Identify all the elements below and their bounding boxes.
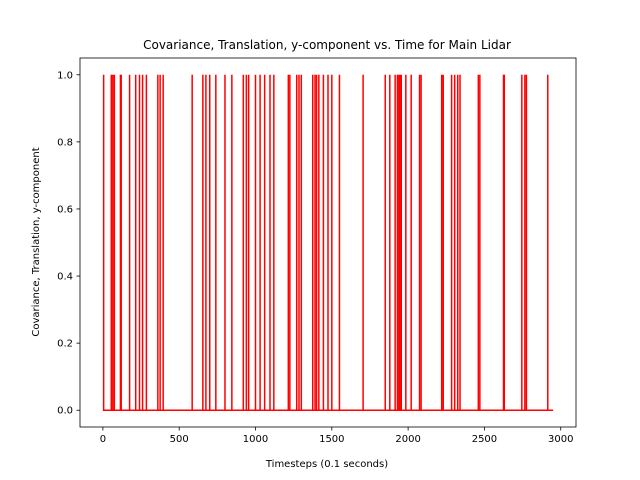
series-0 (102, 74, 554, 411)
x-ticks: 0 500 1000 1500 2000 2500 3000 (100, 427, 573, 445)
x-tick-label: 1500 (319, 434, 344, 445)
y-ticks: 0.0 0.2 0.4 0.6 0.8 1.0 (57, 70, 80, 417)
y-tick-label: 0.4 (57, 272, 73, 283)
series-layer (102, 74, 554, 411)
chart-title: Covariance, Translation, y-component vs.… (143, 38, 511, 52)
x-axis-label: Timesteps (0.1 seconds) (265, 459, 388, 470)
y-tick-label: 1.0 (57, 70, 73, 81)
x-tick-label: 0 (100, 434, 106, 445)
y-tick-label: 0.8 (57, 137, 73, 148)
y-axis-label: Covariance, Translation, y-component (31, 147, 42, 336)
x-tick-label: 2000 (395, 434, 420, 445)
y-tick-label: 0.6 (57, 204, 73, 215)
plot-frame (79, 57, 577, 428)
x-tick-label: 1000 (243, 434, 268, 445)
x-tick-label: 3000 (548, 434, 573, 445)
y-tick-label: 0.0 (57, 406, 73, 417)
x-tick-label: 2500 (472, 434, 497, 445)
y-tick-label: 0.2 (57, 339, 73, 350)
x-tick-label: 500 (170, 434, 189, 445)
